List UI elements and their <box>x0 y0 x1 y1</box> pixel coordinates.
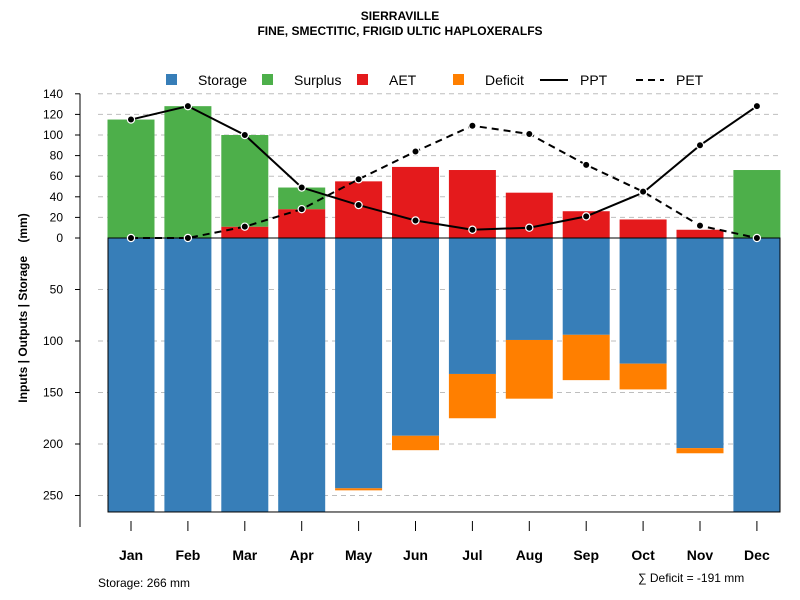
point-pet-mar <box>240 222 249 231</box>
point-ppt-jul <box>468 225 477 234</box>
x-tick-label: Feb <box>175 547 200 563</box>
point-ppt-nov <box>695 141 705 150</box>
bar-aet-jun <box>392 166 439 238</box>
bar-aet-oct <box>619 219 667 238</box>
x-tick-label: Sep <box>573 547 599 563</box>
point-pet-oct <box>638 187 648 196</box>
legend-label-deficit: Deficit <box>485 72 524 88</box>
x-tick-label: Dec <box>744 547 770 563</box>
point-pet-aug <box>525 129 534 139</box>
legend-label-pet: PET <box>676 72 704 88</box>
legend-swatch-surplus <box>262 74 273 85</box>
bar-aet-nov <box>676 229 724 238</box>
bar-surplus-mar <box>221 135 269 227</box>
bar-deficit-jun <box>392 435 439 451</box>
y-tick-label: 140 <box>43 87 63 101</box>
y-tick-label: 150 <box>43 386 63 400</box>
bar-storage-dec <box>733 238 781 512</box>
bar-storage-oct <box>619 238 667 364</box>
point-ppt-apr <box>297 183 306 192</box>
bar-deficit-may <box>335 488 383 491</box>
chart-subtitle: FINE, SMECTITIC, FRIGID ULTIC HAPLOXERAL… <box>257 24 543 38</box>
x-tick-label: Nov <box>687 547 714 563</box>
point-ppt-jan <box>126 115 136 124</box>
y-tick-label: 100 <box>43 128 63 142</box>
point-pet-feb <box>183 233 193 243</box>
bar-deficit-jul <box>448 373 496 419</box>
bar-storage-aug <box>505 238 553 340</box>
line-ppt <box>130 105 758 231</box>
point-pet-apr <box>297 204 306 214</box>
bar-storage-sep <box>562 238 610 335</box>
y-tick-label: 0 <box>56 231 63 245</box>
point-pet-nov <box>695 221 705 230</box>
point-pet-jul <box>468 121 477 130</box>
x-tick-label: May <box>345 547 372 563</box>
legend-swatch-deficit <box>453 74 464 85</box>
legend-label-aet: AET <box>389 72 417 88</box>
bar-storage-nov <box>676 238 724 449</box>
x-tick-label: Oct <box>631 547 655 563</box>
point-pet-sep <box>582 160 591 170</box>
bar-deficit-nov <box>676 448 724 454</box>
bar-surplus-apr <box>278 187 326 210</box>
y-tick-label: 200 <box>43 437 63 451</box>
y-tick-label: 80 <box>50 149 64 163</box>
point-ppt-aug <box>525 223 534 232</box>
y-tick-label: 250 <box>43 489 63 503</box>
point-pet-jan <box>126 233 136 243</box>
legend-label-surplus: Surplus <box>294 72 341 88</box>
point-ppt-dec <box>752 101 762 111</box>
point-pet-dec <box>752 233 762 243</box>
bar-deficit-aug <box>505 339 553 399</box>
x-tick-label: Mar <box>232 547 257 563</box>
x-tick-label: Jul <box>462 547 482 563</box>
y-tick-label: 120 <box>43 107 63 121</box>
bar-aet-mar <box>221 226 269 238</box>
y-tick-label: 60 <box>50 169 64 183</box>
x-tick-label: Aug <box>516 547 543 563</box>
bar-storage-jul <box>448 238 496 374</box>
bar-storage-mar <box>221 238 269 512</box>
y-tick-label: 100 <box>43 334 63 348</box>
y-axis-label: Inputs | Outputs | Storage (mm) <box>16 213 30 402</box>
x-tick-label: Jan <box>119 547 143 563</box>
storage-footer: Storage: 266 mm <box>98 576 191 590</box>
y-tick-label: 40 <box>50 190 64 204</box>
x-tick-label: Apr <box>290 547 315 563</box>
legend-label-ppt: PPT <box>580 72 608 88</box>
bar-surplus-jan <box>107 119 155 238</box>
bar-storage-may <box>335 238 383 489</box>
legend-swatch-storage <box>166 74 177 85</box>
point-pet-jun <box>411 147 420 156</box>
bar-storage-feb <box>164 238 212 512</box>
bar-deficit-oct <box>619 363 667 390</box>
point-ppt-mar <box>240 130 249 140</box>
y-tick-label: 50 <box>50 283 64 297</box>
point-ppt-sep <box>582 212 591 221</box>
bar-storage-apr <box>278 238 326 512</box>
legend-label-storage: Storage <box>198 72 247 88</box>
legend-swatch-aet <box>357 74 368 85</box>
chart-title: SIERRAVILLE <box>360 9 440 23</box>
bar-surplus-feb <box>164 106 212 238</box>
point-pet-may <box>354 175 363 184</box>
bar-surplus-dec <box>733 170 781 238</box>
bar-storage-jan <box>107 238 155 512</box>
y-tick-label: 20 <box>50 210 64 224</box>
bar-storage-jun <box>392 238 439 436</box>
point-ppt-jun <box>411 216 420 225</box>
x-tick-label: Jun <box>403 547 428 563</box>
deficit-footer: ∑ Deficit = -191 mm <box>638 571 745 585</box>
point-ppt-may <box>354 200 363 210</box>
bar-deficit-sep <box>562 334 610 381</box>
point-ppt-feb <box>183 101 193 111</box>
